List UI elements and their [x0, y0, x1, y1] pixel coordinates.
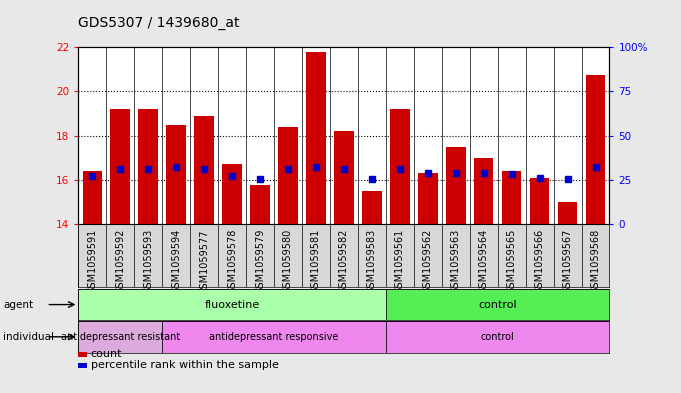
- Bar: [138, 109, 158, 224]
- Text: GSM1059578: GSM1059578: [227, 229, 237, 294]
- Text: GSM1059592: GSM1059592: [115, 229, 125, 294]
- Text: GSM1059583: GSM1059583: [367, 229, 377, 294]
- Bar: [558, 202, 577, 224]
- Text: percentile rank within the sample: percentile rank within the sample: [91, 360, 279, 371]
- Text: GSM1059566: GSM1059566: [535, 229, 545, 294]
- Bar: [502, 171, 522, 224]
- Text: GSM1059581: GSM1059581: [311, 229, 321, 294]
- Text: count: count: [91, 349, 122, 360]
- Bar: [306, 51, 326, 224]
- Text: GSM1059561: GSM1059561: [395, 229, 405, 294]
- Bar: [390, 109, 409, 224]
- Text: GDS5307 / 1439680_at: GDS5307 / 1439680_at: [78, 16, 240, 30]
- Bar: [386, 321, 609, 353]
- Bar: [250, 185, 270, 224]
- Text: GSM1059582: GSM1059582: [339, 229, 349, 294]
- Text: control: control: [478, 299, 517, 310]
- Text: GSM1059580: GSM1059580: [283, 229, 293, 294]
- Bar: [334, 131, 353, 224]
- Text: fluoxetine: fluoxetine: [204, 299, 259, 310]
- Bar: [194, 116, 214, 224]
- Text: GSM1059577: GSM1059577: [199, 229, 209, 294]
- Text: GSM1059568: GSM1059568: [590, 229, 601, 294]
- Text: GSM1059565: GSM1059565: [507, 229, 517, 294]
- Text: control: control: [481, 332, 515, 342]
- Bar: [82, 171, 102, 224]
- Bar: [110, 109, 130, 224]
- Text: antidepressant resistant: antidepressant resistant: [61, 332, 180, 342]
- Text: GSM1059594: GSM1059594: [171, 229, 181, 294]
- Text: GSM1059579: GSM1059579: [255, 229, 265, 294]
- Bar: [530, 178, 550, 224]
- Bar: [162, 321, 386, 353]
- Bar: [418, 173, 438, 224]
- Text: GSM1059562: GSM1059562: [423, 229, 433, 294]
- Bar: [78, 321, 162, 353]
- Text: GSM1059564: GSM1059564: [479, 229, 489, 294]
- Text: GSM1059567: GSM1059567: [563, 229, 573, 294]
- Bar: [586, 75, 605, 224]
- Text: GSM1059593: GSM1059593: [143, 229, 153, 294]
- Text: agent: agent: [3, 299, 33, 310]
- Bar: [362, 191, 381, 224]
- Bar: [386, 289, 609, 320]
- Text: GSM1059591: GSM1059591: [87, 229, 97, 294]
- Bar: [222, 164, 242, 224]
- Text: antidepressant responsive: antidepressant responsive: [209, 332, 338, 342]
- Text: individual: individual: [3, 332, 54, 342]
- Bar: [78, 289, 386, 320]
- Text: GSM1059563: GSM1059563: [451, 229, 461, 294]
- Bar: [166, 125, 186, 224]
- Bar: [279, 127, 298, 224]
- Bar: [474, 158, 494, 224]
- Bar: [446, 147, 466, 224]
